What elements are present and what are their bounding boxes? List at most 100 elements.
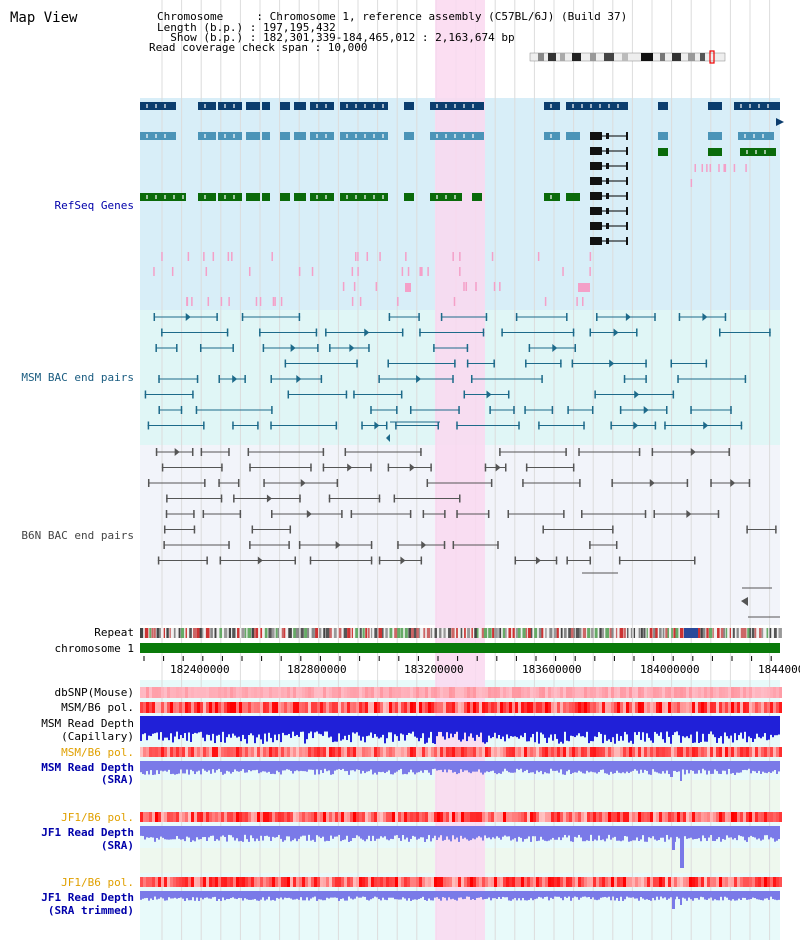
heat-cell: [530, 687, 533, 698]
heat-cell: [623, 812, 626, 822]
bac-end: [202, 510, 205, 518]
track-label-msm-depth-cap[interactable]: MSM Read Depth: [41, 717, 134, 730]
track-label-b6n-bac[interactable]: B6N BAC end pairs: [21, 529, 134, 542]
heat-cell: [530, 702, 533, 713]
depth-bar: [188, 716, 190, 733]
depth-bar: [522, 826, 524, 842]
heat-cell: [413, 747, 416, 757]
depth-bar: [470, 826, 472, 841]
depth-bar: [348, 891, 350, 897]
depth-bar: [492, 761, 494, 771]
heat-cell: [275, 877, 278, 887]
depth-bar: [622, 826, 624, 841]
heat-cell: [761, 702, 764, 713]
depth-bar: [150, 716, 152, 737]
track-label-repeat[interactable]: Repeat: [94, 626, 134, 639]
heat-cell: [668, 812, 671, 822]
bac-end: [298, 541, 301, 549]
depth-bar: [722, 761, 724, 771]
depth-bar: [290, 761, 292, 771]
track-label-msm-b6-pol[interactable]: MSM/B6 pol.: [61, 701, 134, 714]
exon-mark: [454, 195, 456, 199]
transcript-exon: [590, 207, 602, 215]
track-label-jf1-depth-trim[interactable]: JF1 Read Depth: [41, 891, 134, 904]
gene-block: [776, 102, 780, 110]
bac-end: [456, 510, 458, 518]
heat-cell: [341, 687, 344, 698]
depth-bar: [176, 826, 178, 837]
heat-cell: [611, 877, 614, 887]
pink-feature: [718, 164, 720, 172]
repeat-feature: [173, 628, 176, 638]
heat-cell: [668, 877, 671, 887]
heat-cell: [317, 702, 320, 713]
bac-end: [232, 344, 234, 352]
bac-end: [507, 390, 510, 399]
depth-bar: [210, 891, 212, 899]
heat-cell: [728, 877, 731, 887]
heat-cell: [227, 747, 230, 757]
exon-mark: [572, 104, 574, 108]
depth-bar: [184, 716, 186, 734]
heat-cell: [761, 877, 764, 887]
repeat-feature: [163, 628, 165, 638]
gene-block: [246, 193, 260, 201]
heat-cell: [455, 687, 458, 698]
depth-bar: [556, 826, 558, 840]
heat-cell: [200, 877, 203, 887]
heat-cell: [437, 687, 440, 698]
bac-end: [615, 541, 618, 549]
heat-cell: [320, 877, 323, 887]
heat-cell: [350, 702, 353, 713]
depth-bar: [234, 891, 236, 899]
heat-cell: [776, 877, 779, 887]
depth-bar: [286, 891, 288, 899]
depth-bar: [470, 716, 472, 734]
heat-cell: [239, 702, 242, 713]
heat-cell: [272, 747, 275, 757]
depth-bar: [654, 716, 656, 732]
depth-bar: [408, 826, 410, 842]
track-label-jf1-depth-sra[interactable]: JF1 Read Depth: [41, 826, 134, 839]
track-label-refseq[interactable]: RefSeq Genes: [54, 199, 134, 212]
heat-cell: [383, 687, 386, 698]
heat-cell: [140, 687, 143, 698]
track-label-msm-bac[interactable]: MSM BAC end pairs: [21, 371, 134, 384]
depth-bar: [264, 761, 266, 772]
depth-bar: [610, 761, 612, 772]
exon-mark: [355, 195, 357, 199]
track-label-jf1-b6-pol-2[interactable]: JF1/B6 pol.: [61, 876, 134, 889]
bac-end: [505, 463, 507, 472]
track-label-dbsnp[interactable]: dbSNP(Mouse): [54, 686, 134, 699]
exon-mark: [224, 134, 226, 138]
depth-bar: [214, 761, 216, 773]
depth-bar: [542, 716, 544, 735]
heat-cell: [269, 702, 272, 713]
depth-bar: [660, 716, 662, 733]
depth-bar: [288, 891, 290, 898]
pink-feature: [589, 252, 592, 261]
heat-cell: [692, 747, 695, 757]
depth-bar: [152, 826, 154, 838]
depth-bar: [626, 716, 628, 735]
depth-bar: [426, 761, 428, 771]
heat-cell: [653, 747, 656, 757]
exon-mark: [590, 104, 592, 108]
depth-bar: [166, 761, 168, 772]
repeat-feature: [144, 628, 149, 638]
track-label-msm-b6-pol-2[interactable]: MSM/B6 pol.: [61, 746, 134, 759]
track-label-jf1-b6-pol[interactable]: JF1/B6 pol.: [61, 811, 134, 824]
track-label-msm-depth-sra[interactable]: MSM Read Depth: [41, 761, 134, 774]
repeat-feature: [434, 628, 437, 638]
heat-cell: [527, 747, 530, 757]
depth-bar: [614, 716, 616, 744]
heat-cell: [395, 702, 398, 713]
heat-cell: [170, 877, 173, 887]
repeat-feature: [304, 628, 308, 638]
depth-bar: [720, 761, 722, 775]
depth-bar: [186, 891, 188, 899]
heat-cell: [446, 747, 449, 757]
depth-bar: [446, 826, 448, 837]
depth-bar: [734, 826, 736, 839]
